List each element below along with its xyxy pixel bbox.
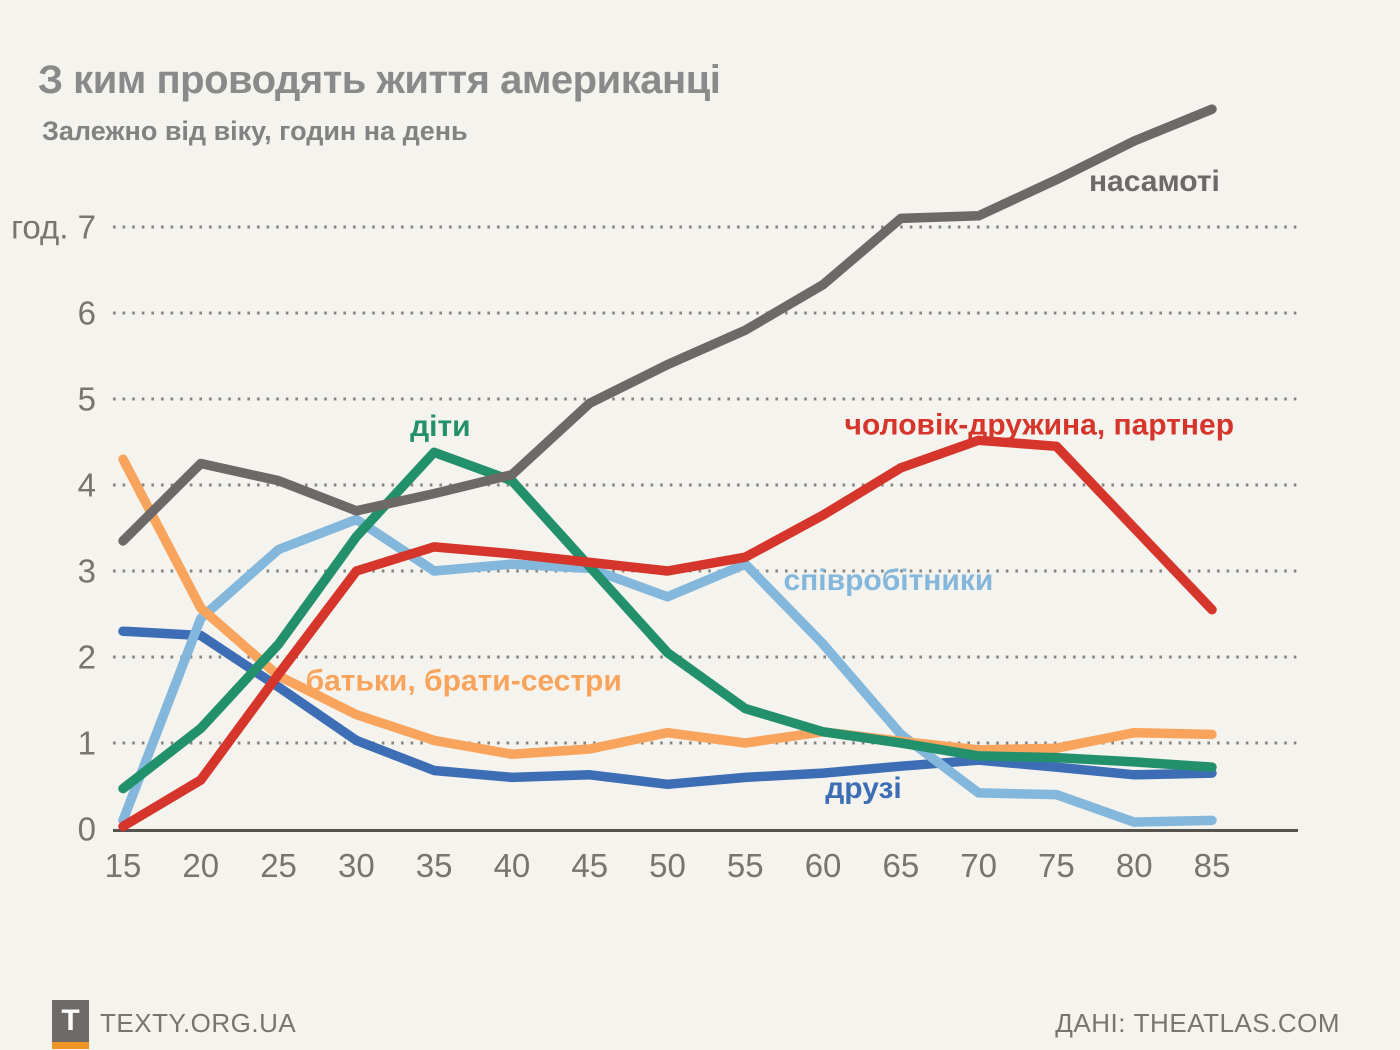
x-tick-label-50: 50: [649, 847, 686, 884]
y-tick-label-6: 6: [78, 295, 96, 332]
series-label-coworkers: співробітники: [783, 564, 993, 597]
series-label-children: діти: [410, 410, 471, 443]
x-tick-label-75: 75: [1038, 847, 1075, 884]
texty-logo: T: [52, 1000, 89, 1049]
page-subtitle: Залежно від віку, годин на день: [42, 116, 468, 146]
series-label-parents-siblings: батьки, брати-сестри: [306, 665, 622, 698]
x-tick-label-45: 45: [571, 847, 608, 884]
footer: T TEXTY.ORG.UA ДАНІ: THEATLAS.COM: [0, 995, 1400, 1050]
series-line-spouse-partner: [118, 435, 1217, 832]
y-tick-label-3: 3: [78, 553, 96, 590]
texty-logo-underline: [52, 1042, 89, 1049]
x-tick-label-40: 40: [494, 847, 531, 884]
series-line-children: [118, 447, 1217, 794]
series-line-alone: [118, 104, 1217, 546]
page-title: З ким проводять життя американці: [38, 58, 721, 102]
x-tick-label-25: 25: [260, 847, 297, 884]
series-label-alone: насамоті: [1089, 165, 1220, 198]
x-tick-label-85: 85: [1194, 847, 1231, 884]
y-tick-label-5: 5: [78, 381, 96, 418]
x-tick-label-65: 65: [882, 847, 919, 884]
y-tick-label-4: 4: [78, 467, 96, 504]
series-line-parents-siblings: [118, 454, 1217, 759]
series-line-coworkers: [118, 514, 1217, 827]
texty-logo-letter: T: [61, 1004, 80, 1037]
y-tick-label-2: 2: [78, 639, 96, 676]
series-label-friends: друзі: [825, 772, 902, 805]
series-label-spouse-partner: чоловік-дружина, партнер: [845, 408, 1235, 441]
y-tick-label-1: 1: [78, 725, 96, 762]
x-tick-label-30: 30: [338, 847, 375, 884]
footer-brand: TEXTY.ORG.UA: [100, 1008, 297, 1038]
y-tick-label-0: 0: [78, 811, 96, 848]
x-tick-label-55: 55: [727, 847, 764, 884]
x-tick-label-15: 15: [105, 847, 142, 884]
x-tick-label-70: 70: [960, 847, 997, 884]
series-line-friends: [118, 626, 1217, 790]
x-tick-label-60: 60: [805, 847, 842, 884]
x-tick-label-20: 20: [182, 847, 219, 884]
y-tick-label-7: год. 7: [11, 209, 96, 246]
x-tick-label-35: 35: [416, 847, 453, 884]
x-tick-label-80: 80: [1116, 847, 1153, 884]
footer-source: ДАНІ: THEATLAS.COM: [1055, 1008, 1340, 1038]
